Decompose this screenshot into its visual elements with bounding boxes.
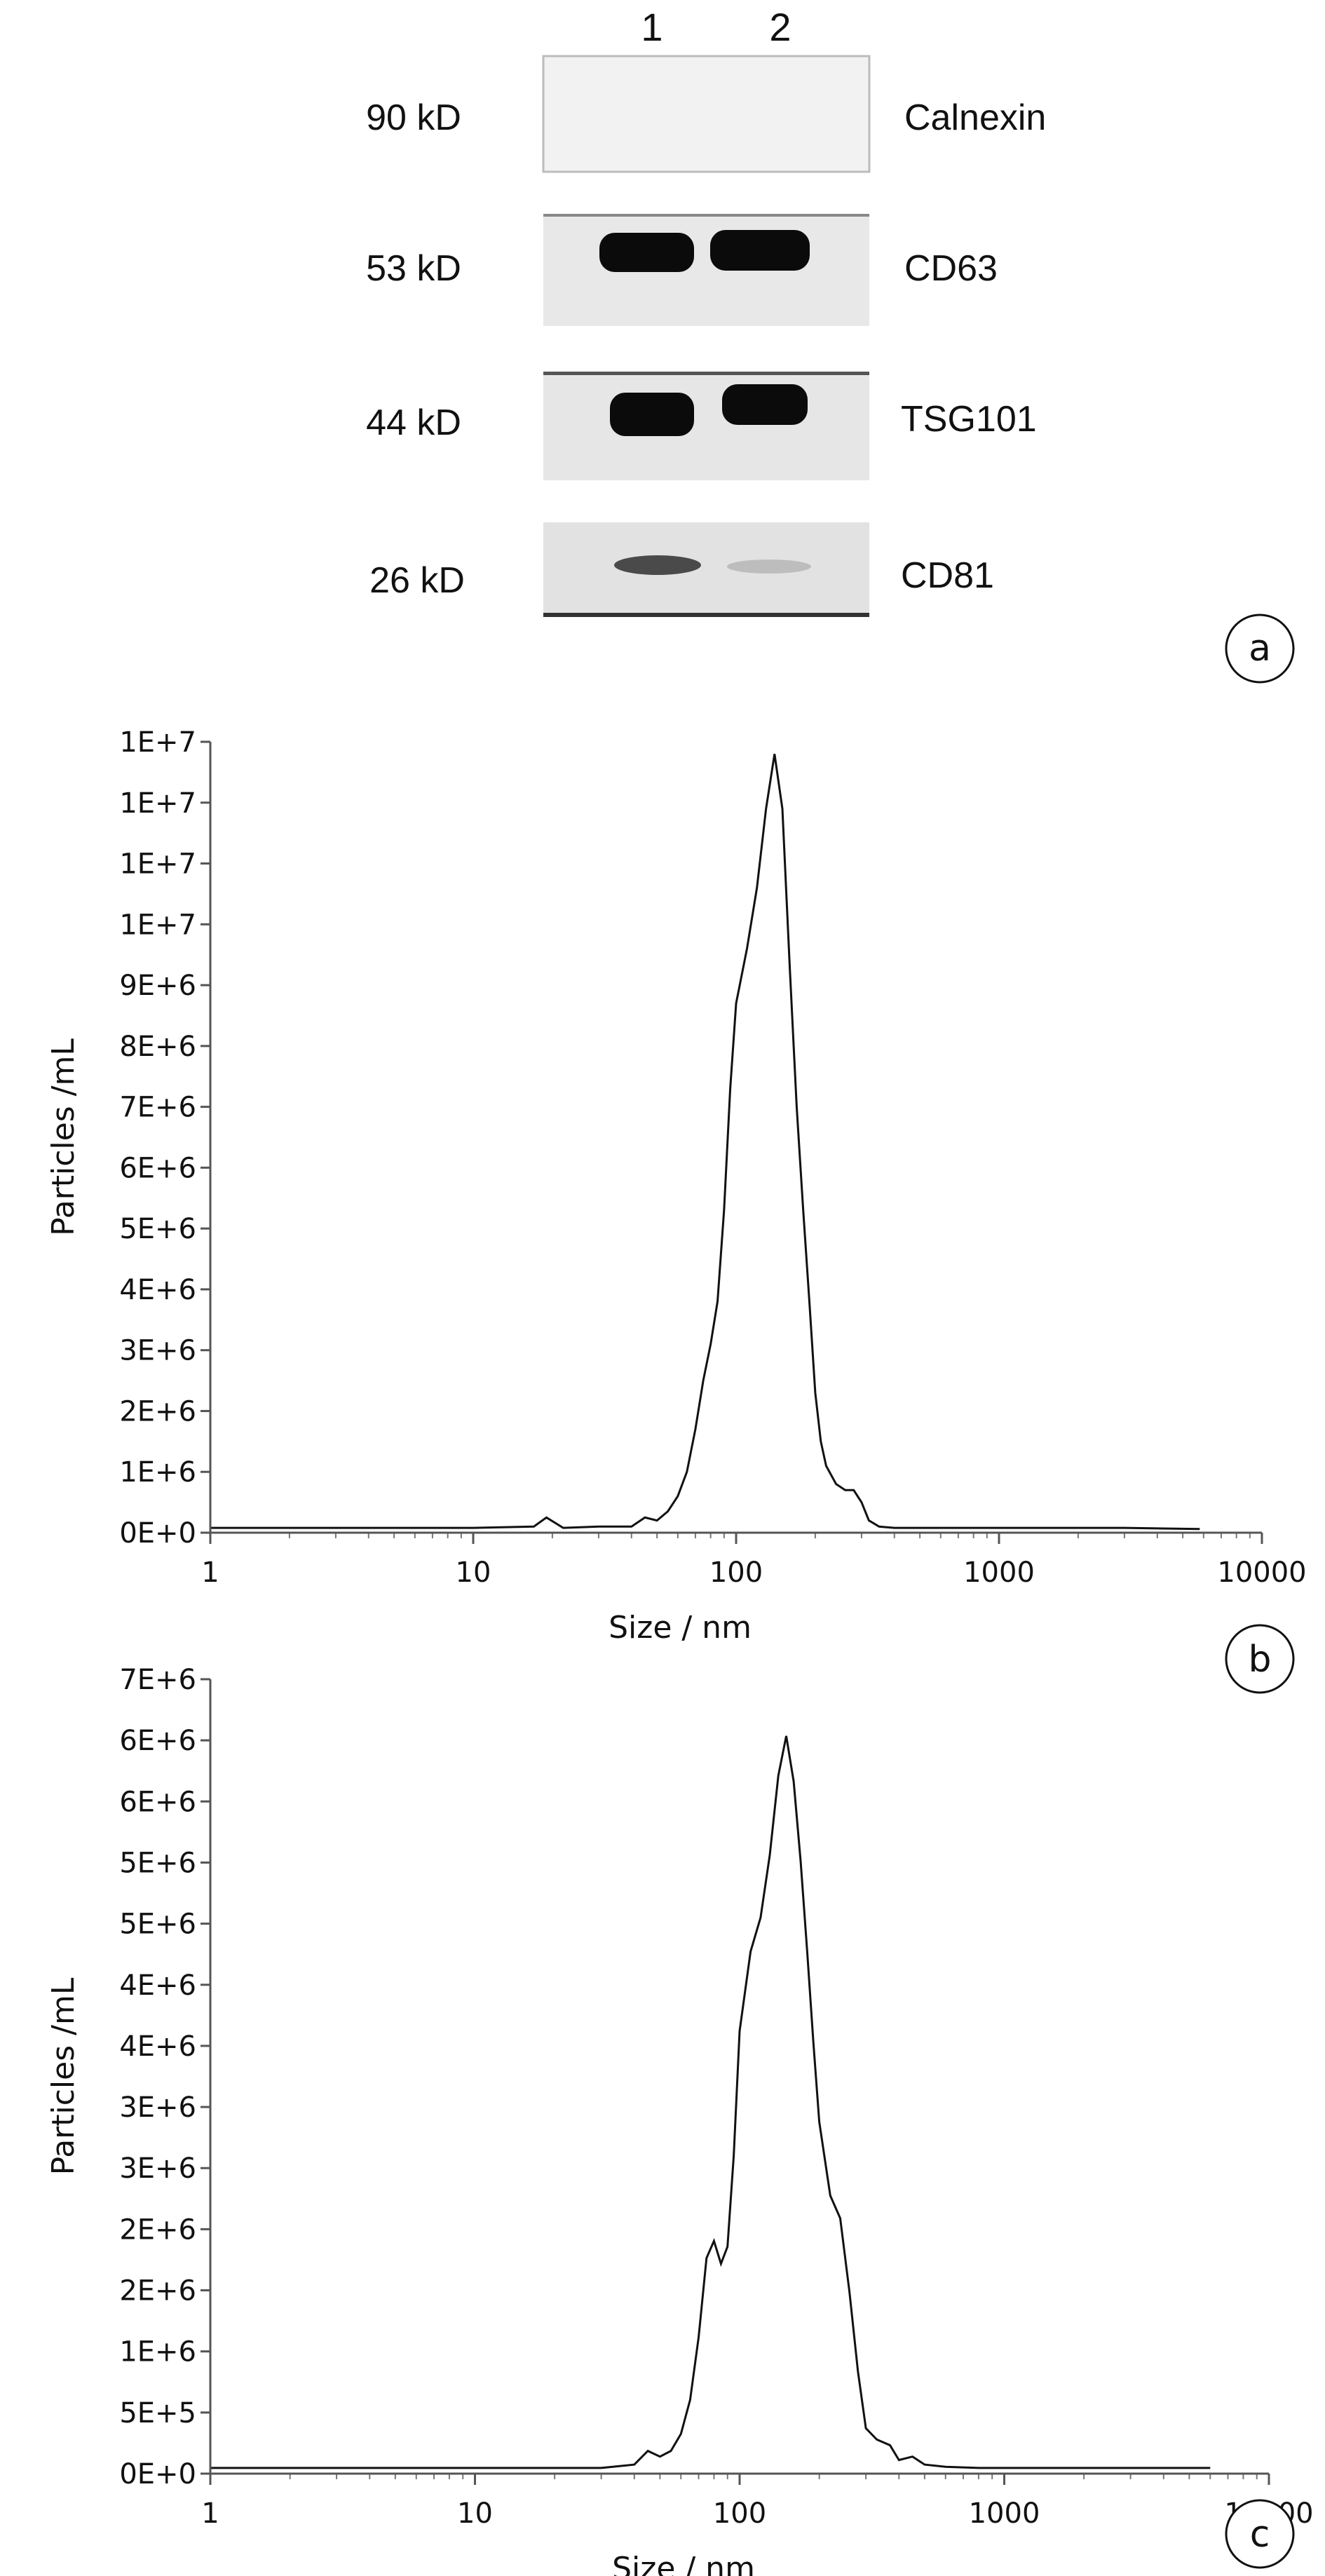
y-tick-label: 5E+5	[119, 2397, 196, 2429]
y-axis-label: Particles /mL	[46, 1038, 81, 1236]
y-tick-label: 8E+6	[119, 1031, 196, 1063]
y-tick-label: 4E+6	[119, 1274, 196, 1306]
x-tick-label: 1000	[963, 1557, 1035, 1589]
y-tick-label: 4E+6	[119, 2031, 196, 2063]
svg-text:b: b	[1248, 1639, 1271, 1681]
y-tick-label: 9E+6	[119, 970, 196, 1002]
lane-label-1: 1	[641, 5, 662, 49]
band-lane-2	[722, 384, 808, 425]
y-tick-label: 5E+6	[119, 1213, 196, 1245]
y-tick-label: 6E+6	[119, 1786, 196, 1818]
y-tick-label: 5E+6	[119, 1909, 196, 1941]
panel-letter-c: c	[1225, 2499, 1295, 2569]
y-axis: 0E+0 5E+5 1E+6 2E+6 2E+6 3E+6 3E+6 4E+6 4E+6 5E+6…	[119, 1664, 210, 2490]
protein-label: Calnexin	[904, 97, 1046, 138]
lane-label-2: 2	[769, 5, 791, 49]
x-axis-label: Size / nm	[609, 1610, 752, 1646]
y-tick-label: 6E+6	[119, 1725, 196, 1757]
series-line	[210, 1735, 1211, 2469]
band-lane-2	[727, 560, 811, 574]
marker-label: 90 kD	[366, 97, 461, 138]
svg-text:a: a	[1249, 628, 1271, 670]
x-axis: 1 10 100 1000 10000	[201, 1533, 1307, 1589]
blot-row-cd63: 53 kD CD63	[366, 214, 998, 326]
y-tick-label: 1E+7	[119, 726, 196, 759]
y-tick-label: 2E+6	[119, 2214, 196, 2246]
x-tick-label: 10000	[1217, 1557, 1306, 1589]
blot-edge	[543, 214, 869, 217]
blot-membrane	[542, 55, 871, 173]
y-tick-label: 4E+6	[119, 1970, 196, 2002]
y-tick-label: 1E+7	[119, 909, 196, 941]
x-tick-label: 100	[713, 2497, 766, 2530]
x-axis-label: Size / nm	[612, 2551, 755, 2576]
x-tick-label: 10	[456, 1557, 491, 1589]
size-distribution-chart-c: 0E+0 5E+5 1E+6 2E+6 2E+6 3E+6 3E+6 4E+6 4E+6 5E+6…	[46, 1664, 1314, 2576]
band-lane-1	[610, 393, 694, 436]
blot-row-cd81: 26 kD CD81	[369, 522, 994, 617]
western-blot-panel: 1 2 90 kD Calnexin 53 kD CD63 44 kD TSG1…	[366, 5, 1295, 684]
y-tick-label: 3E+6	[119, 2092, 196, 2124]
marker-label: 44 kD	[366, 402, 461, 443]
y-tick-label: 1E+7	[119, 787, 196, 820]
y-tick-label: 6E+6	[119, 1152, 196, 1184]
blot-membrane	[543, 214, 869, 326]
y-tick-label: 5E+6	[119, 1847, 196, 1879]
panel-letter-a: a	[1225, 614, 1295, 684]
y-tick-label: 1E+6	[119, 1456, 196, 1489]
x-tick-label: 100	[709, 1557, 763, 1589]
x-tick-label: 10	[457, 2497, 493, 2530]
x-tick-label: 1	[201, 1557, 219, 1589]
protein-label: CD63	[904, 248, 998, 289]
blot-edge	[543, 613, 869, 617]
y-tick-label: 3E+6	[119, 1335, 196, 1367]
marker-label: 53 kD	[366, 248, 461, 289]
marker-label: 26 kD	[369, 560, 465, 601]
y-tick-label: 7E+6	[119, 1092, 196, 1124]
y-tick-label: 3E+6	[119, 2153, 196, 2185]
protein-label: CD81	[901, 555, 994, 596]
svg-text:c: c	[1250, 2514, 1270, 2556]
blot-edge	[543, 372, 869, 375]
blot-membrane	[543, 372, 869, 480]
band-lane-1	[599, 233, 694, 272]
y-tick-label: 1E+7	[119, 848, 196, 881]
band-lane-1	[614, 555, 701, 575]
y-tick-label: 0E+0	[119, 1517, 196, 1550]
blot-row-tsg101: 44 kD TSG101	[366, 372, 1037, 480]
x-tick-label: 1	[201, 2497, 219, 2530]
size-distribution-chart-b: 0E+0 1E+6 2E+6 3E+6 4E+6 5E+6 6E+6 7E+6 8E+6 9E+6…	[46, 726, 1307, 1694]
blot-membrane	[543, 522, 869, 617]
protein-label: TSG101	[901, 399, 1037, 440]
y-tick-label: 7E+6	[119, 1664, 196, 1696]
y-axis: 0E+0 1E+6 2E+6 3E+6 4E+6 5E+6 6E+6 7E+6 8E+6 9E+6…	[119, 726, 210, 1550]
band-lane-2	[710, 230, 810, 271]
panel-letter-b: b	[1225, 1624, 1295, 1694]
y-tick-label: 2E+6	[119, 2275, 196, 2307]
series-line	[210, 754, 1200, 1531]
y-tick-label: 2E+6	[119, 1395, 196, 1428]
y-tick-label: 1E+6	[119, 2336, 196, 2368]
x-tick-label: 1000	[969, 2497, 1040, 2530]
blot-row-calnexin: 90 kD Calnexin	[366, 55, 1046, 173]
y-tick-label: 0E+0	[119, 2458, 196, 2490]
y-axis-label: Particles /mL	[46, 1977, 81, 2175]
